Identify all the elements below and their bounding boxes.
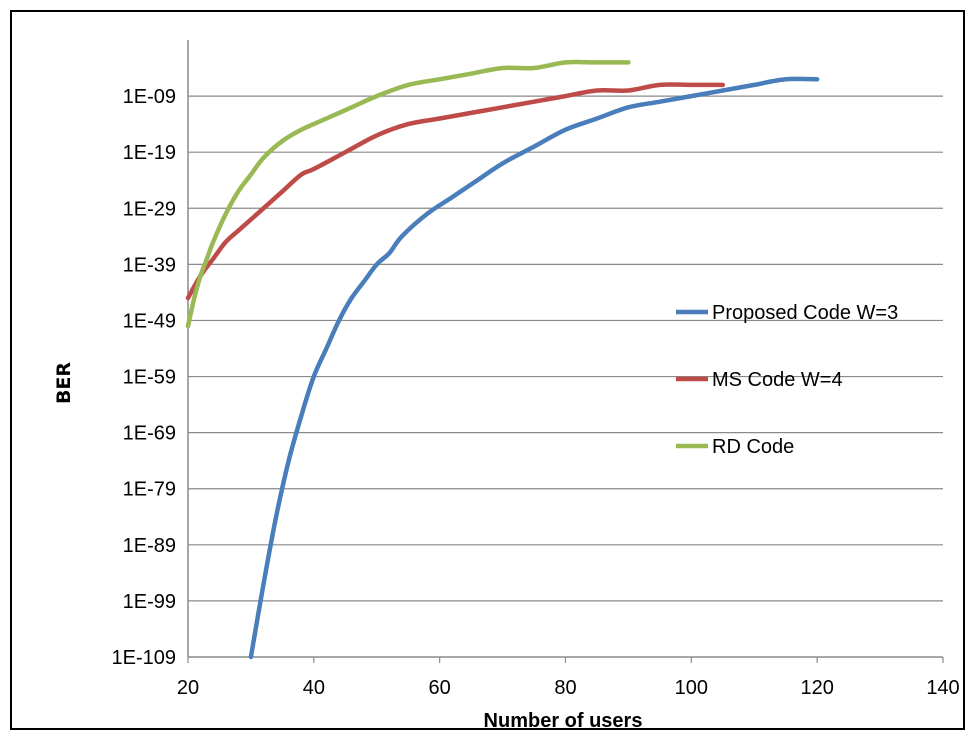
x-tick-label: 60 [429,677,451,699]
y-tick-label: 1E-59 [123,367,176,389]
legend-label-2: RD Code [712,436,794,458]
series-line-0 [248,76,820,660]
y-tick-label: 1E-109 [112,647,177,669]
x-tick-label: 20 [177,677,199,699]
series-lines [185,59,820,660]
x-axis-label: Number of users [484,710,643,732]
series-line-1 [185,82,726,301]
y-tick-label: 1E-99 [123,591,176,613]
y-tick-label: 1E-39 [123,254,176,276]
y-tick-label: 1E-79 [123,479,176,501]
y-axis-label: BER [53,362,75,404]
y-tick-label: 1E-19 [123,142,176,164]
x-tick-label: 120 [800,677,833,699]
x-tick-label: 100 [675,677,708,699]
y-tick-label: 1E-29 [123,198,176,220]
x-tick-label: 40 [303,677,325,699]
chart-frame [10,10,965,730]
legend: Proposed Code W=3 MS Code W=4 RD Code [676,302,898,458]
axes [187,40,944,663]
y-tick-label: 1E-89 [123,535,176,557]
series-line-2 [185,59,631,329]
y-tick-label: 1E-69 [123,423,176,445]
legend-label-1: MS Code W=4 [712,369,843,391]
gridlines [188,95,943,602]
legend-label-0: Proposed Code W=3 [712,302,898,324]
y-tick-label: 1E-49 [123,310,176,332]
y-tick-label: 1E-09 [123,86,176,108]
x-tick-label: 80 [554,677,576,699]
x-tick-labels: 20 40 60 80 100 120 140 [177,677,960,699]
x-tick-label: 140 [926,677,959,699]
y-tick-labels: 1E-109 1E-99 1E-89 1E-79 1E-69 1E-59 1E-49 1E-3… [112,86,177,669]
